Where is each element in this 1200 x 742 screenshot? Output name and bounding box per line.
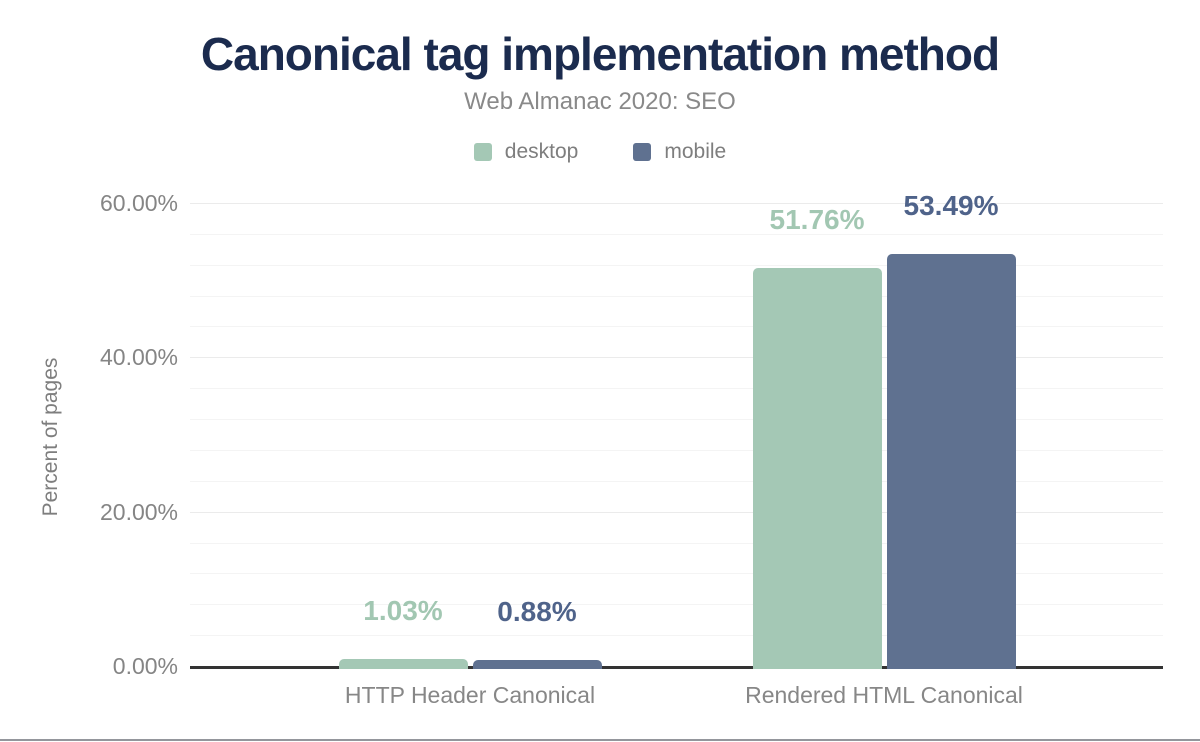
bar-mobile-1: [472, 660, 602, 669]
legend-item-desktop: desktop: [473, 140, 579, 164]
x-category-label-2: Rendered HTML Canonical: [745, 682, 1023, 708]
x-category-label-1: HTTP Header Canonical: [344, 682, 596, 708]
y-tick-label-20pct: 20.00%: [99, 498, 178, 525]
gridline-48pct: [190, 295, 1163, 297]
legend-swatch-desktop: [473, 143, 492, 161]
gridline-4pct: [190, 635, 1163, 637]
gridline-12pct: [190, 573, 1163, 575]
gridline-60pct: [190, 202, 1163, 204]
bar-desktop-2: [752, 268, 882, 669]
y-axis-title: Percent of pages: [39, 357, 62, 517]
footer-divider: [0, 739, 1200, 741]
y-tick-label-0pct: 0.00%: [112, 653, 178, 679]
gridline-8pct: [190, 604, 1163, 606]
gridline-40pct: [190, 357, 1163, 359]
legend-label-desktop: desktop: [504, 140, 579, 163]
y-tick-label-60pct: 60.00%: [99, 189, 178, 216]
chart-title: Canonical tag implementation method: [200, 28, 1000, 80]
gridline-56pct: [190, 233, 1163, 235]
gridline-32pct: [190, 419, 1163, 421]
bar-desktop-1: [338, 659, 468, 669]
x-axis-line: [190, 666, 1163, 669]
gridline-52pct: [190, 264, 1163, 266]
value-label-desktop-2: 51.76%: [769, 204, 865, 235]
gridline-24pct: [190, 480, 1163, 482]
gridline-36pct: [190, 388, 1163, 390]
legend-swatch-mobile: [633, 143, 652, 161]
value-label-mobile-2: 53.49%: [903, 190, 999, 221]
legend-label-mobile: mobile: [664, 140, 727, 163]
legend-item-mobile: mobile: [633, 140, 726, 164]
gridline-44pct: [190, 326, 1163, 328]
chart-legend: desktop mobile: [0, 140, 1200, 164]
gridline-28pct: [190, 449, 1163, 451]
chart-subtitle: Web Almanac 2020: SEO: [464, 88, 736, 115]
value-label-mobile-1: 0.88%: [497, 596, 577, 627]
y-tick-label-40pct: 40.00%: [99, 344, 178, 371]
bar-mobile-2: [886, 254, 1016, 669]
gridline-16pct: [190, 542, 1163, 544]
gridline-20pct: [190, 511, 1163, 513]
value-label-desktop-1: 1.03%: [363, 595, 443, 626]
